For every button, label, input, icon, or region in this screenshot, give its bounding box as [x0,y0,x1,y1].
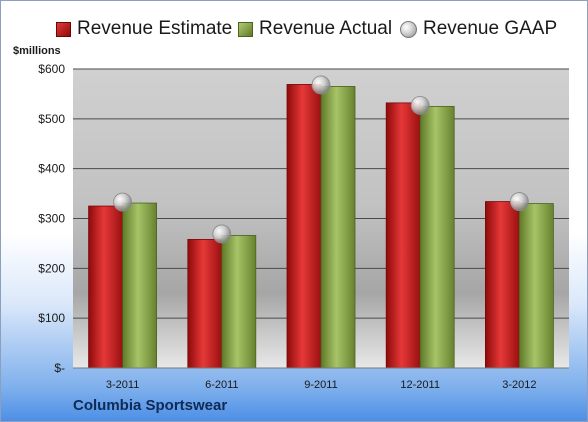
y-tick-label: $- [54,361,65,375]
bar-revenue-estimate [286,84,322,369]
x-tick-label: 6-2011 [205,379,238,391]
bar-revenue-actual [419,105,455,369]
legend-item-estimate: Revenue Estimate [56,16,232,42]
legend-marker-gaap [400,20,417,38]
bar-revenue-actual [122,202,157,369]
legend-item-gaap: Revenue GAAP [400,16,557,42]
x-tick-label: 9-2011 [304,379,337,391]
legend-label-estimate: Revenue Estimate [77,18,233,39]
company-name: Columbia Sportswear [73,397,228,414]
bar-revenue-actual [519,203,554,369]
legend-label-actual: Revenue Actual [259,18,393,39]
y-tick-label: $100 [38,311,65,325]
y-tick-label: $600 [38,62,65,76]
marker-revenue-gaap [113,192,132,212]
bar-revenue-actual [320,86,356,369]
marker-revenue-gaap [510,192,529,211]
y-tick-label: $200 [38,261,65,275]
y-tick-label: $300 [38,212,65,226]
bar-revenue-estimate [484,201,520,369]
y-axis-unit-label: $millions [13,45,61,57]
legend-label-gaap: Revenue GAAP [423,18,558,39]
legend-swatch-estimate [56,21,71,37]
marker-revenue-gaap [311,75,331,95]
marker-revenue-gaap [410,95,430,115]
y-tick-label: $500 [38,112,65,126]
bar-revenue-estimate [187,239,223,369]
legend-item-actual: Revenue Actual [238,16,392,42]
x-tick-label: 12-2011 [400,379,440,391]
legend-swatch-actual [238,21,253,37]
y-tick-label: $400 [38,162,65,176]
marker-revenue-gaap [212,224,232,244]
bar-revenue-actual [221,235,257,369]
x-tick-label: 3-2012 [502,379,536,391]
bar-revenue-estimate [385,102,421,369]
bar-revenue-estimate [88,205,123,369]
x-tick-label: 3-2011 [106,379,139,391]
